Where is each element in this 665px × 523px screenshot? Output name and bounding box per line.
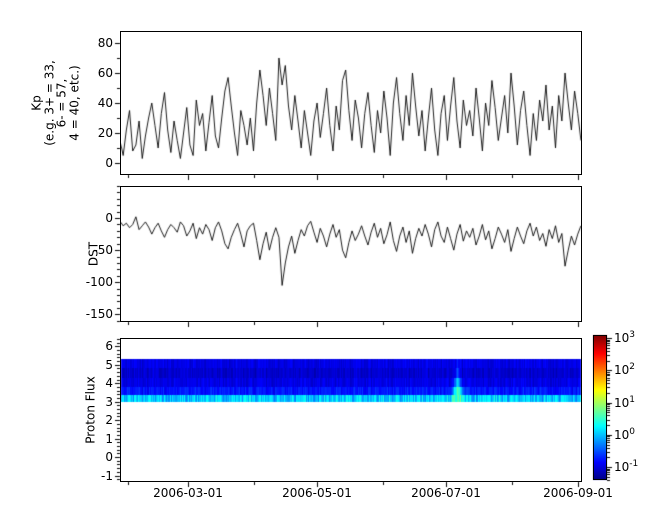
colorbar <box>593 335 607 480</box>
proton-ytick-label-5: 5 <box>105 358 113 372</box>
kp-panel <box>120 31 582 175</box>
proton-flux-ylabel: Proton Flux <box>83 376 98 444</box>
colorbar-tick-label-1e2: 102 <box>614 362 636 377</box>
kp-ytick-label-80: 80 <box>97 36 113 50</box>
dst-ytick-label-0: 0 <box>105 211 113 225</box>
x-tick-label-2006-05-01: 2006-05-01 <box>282 486 352 500</box>
proton-ytick-label--1: -1 <box>101 469 113 483</box>
x-tick-label-2006-07-01: 2006-07-01 <box>411 486 481 500</box>
proton-ytick-label-4: 4 <box>105 376 113 390</box>
dst-ytick-label--100: -100 <box>85 275 113 289</box>
kp-ytick-label-20: 20 <box>97 126 113 140</box>
kp-ytick-label-0: 0 <box>105 156 113 170</box>
kp-ytick-label-60: 60 <box>97 66 113 80</box>
proton-ytick-label-2: 2 <box>105 413 113 427</box>
proton-ytick-label-6: 6 <box>105 339 113 353</box>
x-tick-label-2006-09-01: 2006-09-01 <box>543 486 613 500</box>
x-tick-label-2006-03-01: 2006-03-01 <box>153 486 223 500</box>
proton-ytick-label-0: 0 <box>105 450 113 464</box>
dst-ytick-label--150: -150 <box>85 307 113 321</box>
dst-ytick-label--50: -50 <box>93 243 113 257</box>
dst-panel <box>120 186 582 322</box>
proton-flux-panel <box>120 338 582 482</box>
proton-ytick-label-3: 3 <box>105 395 113 409</box>
colorbar-tick-label-1e3: 103 <box>614 330 636 345</box>
kp-ytick-label-40: 40 <box>97 96 113 110</box>
colorbar-tick-label-1e1: 101 <box>614 395 636 410</box>
colorbar-tick-label-1e-1: 10-1 <box>614 459 639 474</box>
proton-ytick-label-1: 1 <box>105 432 113 446</box>
kp-ylabel: Kp (e.g. 3+ = 33, 6- = 57, 4 = 40, etc.) <box>29 60 82 146</box>
colorbar-tick-label-1e0: 100 <box>614 427 636 442</box>
